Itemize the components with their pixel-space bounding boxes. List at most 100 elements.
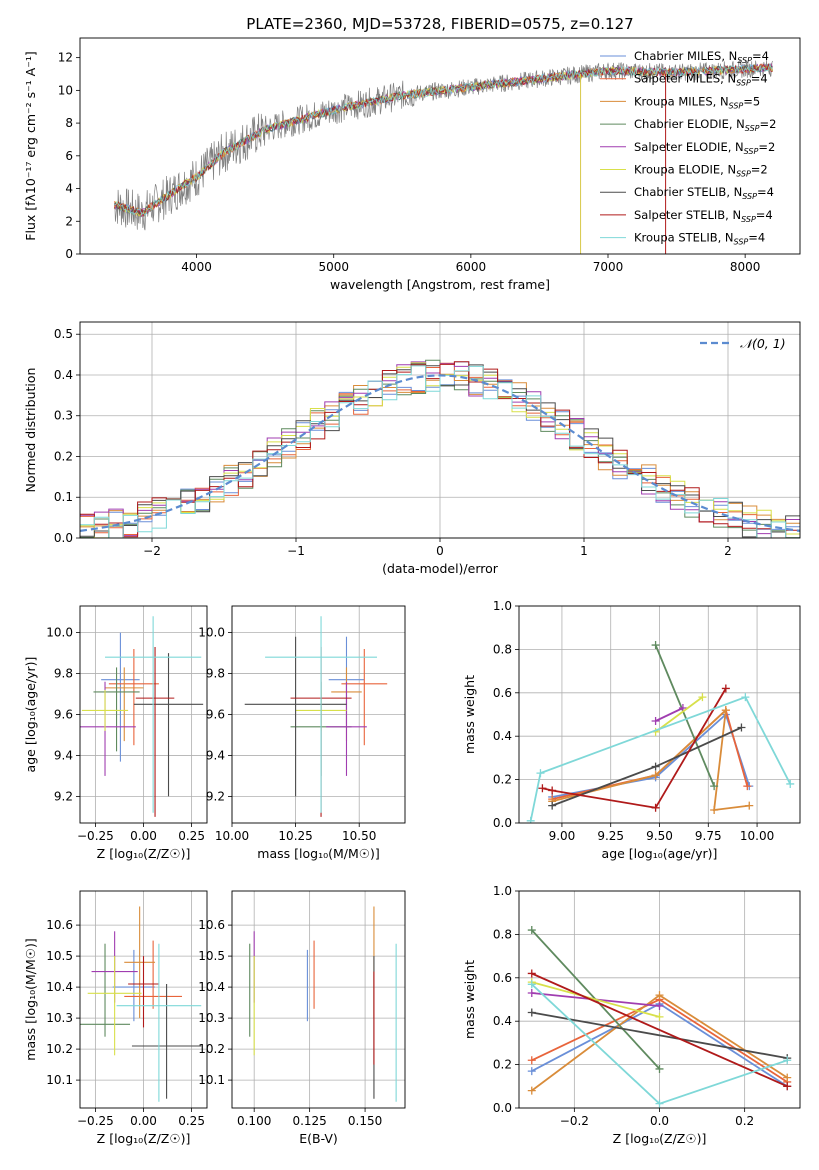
y-tick-label: 9.4: [54, 748, 73, 762]
mass-vs-EBV-axes: 0.100 0.125 0.150 10.1 10.2 10.3 10.4 10.5 10.6 E…: [198, 891, 405, 1146]
residual-histogram: [80, 361, 800, 538]
legend-entry: Kroupa STELIB, NSSP=4: [634, 231, 765, 247]
model-spectrum: [114, 64, 773, 216]
x-tick-label: 10.50: [342, 829, 376, 843]
spectrum-legend: Chabrier MILES, NSSP=4 Salpeter MILES, NS…: [600, 49, 776, 247]
weight-marker: [536, 769, 545, 778]
normal-curve: [80, 374, 800, 532]
y-tick-label: 0.0: [493, 1101, 512, 1115]
weight-marker: [655, 1002, 664, 1011]
x-tick-label: 1: [580, 544, 588, 558]
weight-line: [531, 981, 660, 1018]
mass-vs-Z-axes: −0.25 0.00 0.25 10.1 10.2 10.3 10.4 10.5 10.6 Z […: [23, 891, 207, 1146]
x-tick-label: 0: [436, 544, 444, 558]
weight-marker: [710, 805, 719, 814]
mass-weight-vs-Z-axes: −0.2 0.0 0.2 0.0 0.2 0.4 0.6 0.8 1.0 Z [log₁₀(Z/Z…: [462, 884, 800, 1146]
x-tick-label: 6000: [456, 260, 487, 274]
y-axis-label: mass weight: [462, 960, 477, 1039]
y-tick-label: 1.0: [493, 884, 512, 898]
legend-entry: Chabrier ELODIE, NSSP=2: [634, 117, 776, 133]
age-vs-Z-frame: [79, 605, 208, 824]
x-axis-label: age [log₁₀(age/yr)]: [602, 846, 718, 861]
weight-marker: [710, 782, 719, 791]
x-axis-label: (data-model)/error: [382, 561, 499, 576]
weight-marker: [783, 1073, 792, 1082]
weight-line: [531, 972, 788, 1088]
x-tick-label: 9.25: [597, 829, 624, 843]
weight-marker: [527, 988, 536, 997]
y-tick-label: 0.5: [54, 327, 73, 341]
weight-marker: [741, 693, 750, 702]
y-tick-label: 9.8: [206, 667, 225, 681]
legend-entry: Kroupa MILES, NSSP=5: [634, 94, 760, 110]
x-tick-label: 4000: [181, 260, 212, 274]
spectrum-axes: 4000 5000 6000 7000 8000 0 2 4 6 8 10 12 wavelength …: [23, 51, 760, 292]
y-axis-label: Flux [fλ10⁻¹⁷ erg cm⁻² s⁻¹ A⁻¹]: [23, 51, 38, 240]
age-vs-mass-axes: 10.00 10.25 10.50 9.2 9.4 9.6 9.8 10.0 mass [log…: [198, 606, 405, 861]
x-tick-label: 0.25: [178, 1114, 205, 1128]
x-axis-label: mass [log₁₀(M/M☉)]: [257, 846, 379, 861]
y-tick-label: 10.3: [198, 1011, 225, 1025]
y-tick-label: 0.2: [493, 1058, 512, 1072]
y-tick-label: 0.3: [54, 409, 73, 423]
y-tick-label: 10.5: [46, 949, 73, 963]
x-tick-label: 7000: [593, 260, 624, 274]
y-tick-label: 0.0: [54, 531, 73, 545]
x-tick-label: 10.25: [278, 829, 312, 843]
y-tick-label: 9.4: [206, 748, 225, 762]
weight-marker: [651, 717, 660, 726]
y-tick-label: 0.8: [493, 927, 512, 941]
y-tick-label: 10.2: [198, 1042, 225, 1056]
weight-marker: [527, 1067, 536, 1076]
weight-marker: [783, 1056, 792, 1065]
age-vs-mass-frame: [231, 605, 406, 824]
x-tick-label: 9.75: [695, 829, 722, 843]
x-tick-label: 8000: [730, 260, 761, 274]
age-vs-Z-plot: [80, 616, 204, 817]
y-tick-label: 9.6: [206, 708, 225, 722]
x-tick-label: 9.50: [646, 829, 673, 843]
y-tick-label: 6: [65, 149, 73, 163]
weight-marker: [651, 762, 660, 771]
y-tick-label: 8: [65, 116, 73, 130]
weight-marker: [527, 980, 536, 989]
mass-weight-vs-age-plot: [526, 641, 795, 823]
weight-line: [542, 688, 727, 809]
weight-marker: [527, 969, 536, 978]
mass-vs-Z-plot: [80, 906, 202, 1102]
weight-marker: [651, 771, 660, 780]
weight-line: [655, 707, 684, 722]
y-tick-label: 12: [58, 51, 73, 65]
y-tick-label: 0.1: [54, 490, 73, 504]
residual-histogram: [80, 362, 800, 538]
x-tick-label: −2: [143, 544, 161, 558]
x-tick-label: 0.150: [348, 1114, 382, 1128]
weight-marker: [721, 684, 730, 693]
y-tick-label: 9.8: [54, 667, 73, 681]
residuals-frame: [79, 321, 801, 539]
weight-marker: [548, 801, 557, 810]
x-axis-label: Z [log₁₀(Z/Z☉)]: [613, 1131, 707, 1146]
y-tick-label: 10.0: [46, 626, 73, 640]
x-axis-label: Z [log₁₀(Z/Z☉)]: [97, 1131, 191, 1146]
x-tick-label: −0.25: [77, 1114, 114, 1128]
model-spectrum: [114, 63, 773, 216]
figure-title: PLATE=2360, MJD=53728, FIBERID=0575, z=0…: [246, 15, 633, 33]
weight-marker: [655, 991, 664, 1000]
legend-entry: 𝒩(0, 1): [740, 336, 786, 351]
x-tick-label: 0.25: [178, 829, 205, 843]
residual-histogram: [80, 361, 800, 538]
legend-entry: Chabrier MILES, NSSP=4: [634, 49, 769, 65]
y-tick-label: 0.8: [493, 642, 512, 656]
mass-weight-vs-Z-frame: [518, 890, 801, 1109]
mass-vs-Z-frame: [79, 890, 208, 1109]
weight-marker: [786, 779, 795, 788]
y-tick-label: 10.5: [198, 949, 225, 963]
legend-entry: Salpeter MILES, NSSP=4: [634, 72, 768, 88]
x-tick-label: 5000: [318, 260, 349, 274]
y-tick-label: 10.1: [46, 1073, 73, 1087]
y-tick-label: 2: [65, 214, 73, 228]
x-axis-label: E(B-V): [299, 1131, 338, 1146]
y-axis-label: Normed distribution: [23, 368, 38, 493]
